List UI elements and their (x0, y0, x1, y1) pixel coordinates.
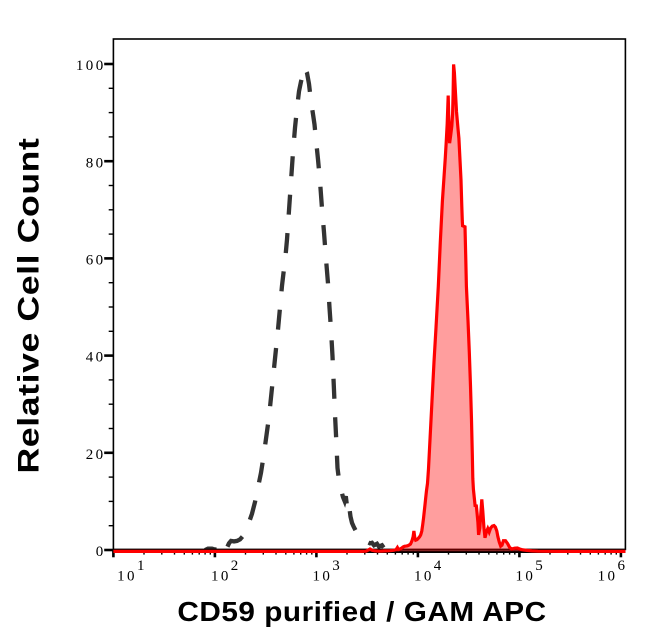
svg-text:20: 20 (86, 447, 106, 463)
svg-text:0: 0 (96, 544, 106, 560)
svg-text:100: 100 (76, 58, 106, 74)
svg-text:CD59 purified / GAM APC: CD59 purified / GAM APC (177, 597, 546, 628)
svg-text:60: 60 (86, 253, 106, 269)
svg-text:40: 40 (86, 350, 106, 366)
svg-text:80: 80 (86, 155, 106, 171)
svg-text:Relative Cell Count: Relative Cell Count (11, 137, 45, 473)
